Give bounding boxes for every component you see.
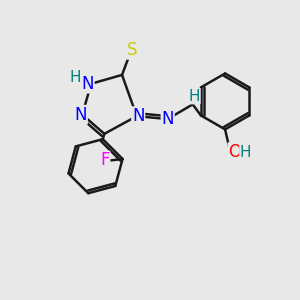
Text: N: N <box>81 75 94 93</box>
Text: H: H <box>69 70 81 85</box>
Text: O: O <box>228 143 241 161</box>
Text: F: F <box>100 152 110 169</box>
Text: N: N <box>75 106 87 124</box>
Text: H: H <box>240 145 251 160</box>
Text: N: N <box>161 110 174 128</box>
Text: S: S <box>127 41 138 59</box>
Text: H: H <box>188 88 200 104</box>
Text: N: N <box>132 107 145 125</box>
